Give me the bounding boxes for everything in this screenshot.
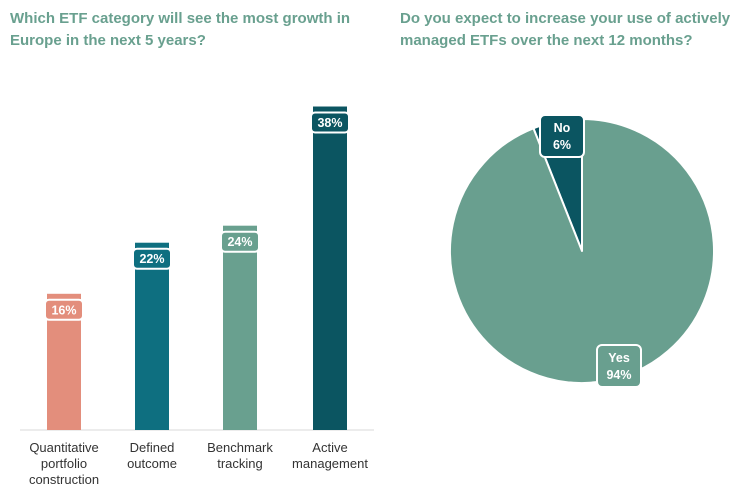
data-label-text: 24% <box>227 235 252 249</box>
data-label-0: 16% <box>44 298 84 321</box>
data-label-3: 38% <box>310 111 350 134</box>
data-label-text: 16% <box>51 303 76 317</box>
data-label-text: 22% <box>139 252 164 266</box>
bar-2 <box>223 225 257 430</box>
category-label-line: Defined <box>130 440 175 455</box>
category-label-line: outcome <box>127 456 177 471</box>
category-label-line: Quantitative <box>29 440 98 455</box>
category-label-line: construction <box>29 472 99 487</box>
pie-label-no: No 6% <box>539 114 585 158</box>
data-label-badge <box>220 230 260 253</box>
pie-label-badge <box>539 114 585 158</box>
data-label-badge <box>132 247 172 270</box>
category-label-line: management <box>292 456 368 471</box>
pie-chart-title: Do you expect to increase your use of ac… <box>400 10 731 49</box>
pie-label-value: 94% <box>606 368 631 382</box>
bar-1 <box>135 242 169 430</box>
pie-label-name: Yes <box>608 351 630 365</box>
data-label-1: 22% <box>132 247 172 270</box>
pie-label-name: No <box>554 121 571 135</box>
pie-slice-yes <box>449 118 715 384</box>
pie-label-badge <box>596 344 642 388</box>
data-label-2: 24% <box>220 230 260 253</box>
category-label-line: Benchmark <box>207 440 273 455</box>
pie-label-yes: Yes 94% <box>596 344 642 388</box>
pie-label-value: 6% <box>553 138 571 152</box>
data-label-text: 38% <box>317 116 342 130</box>
bar-3 <box>313 106 347 430</box>
category-label-line: tracking <box>217 456 263 471</box>
data-label-badge <box>44 298 84 321</box>
bar-chart-title: Which ETF category will see the most gro… <box>10 10 351 49</box>
category-label-line: portfolio <box>41 456 87 471</box>
data-label-badge <box>310 111 350 134</box>
category-label-line: Active <box>312 440 347 455</box>
